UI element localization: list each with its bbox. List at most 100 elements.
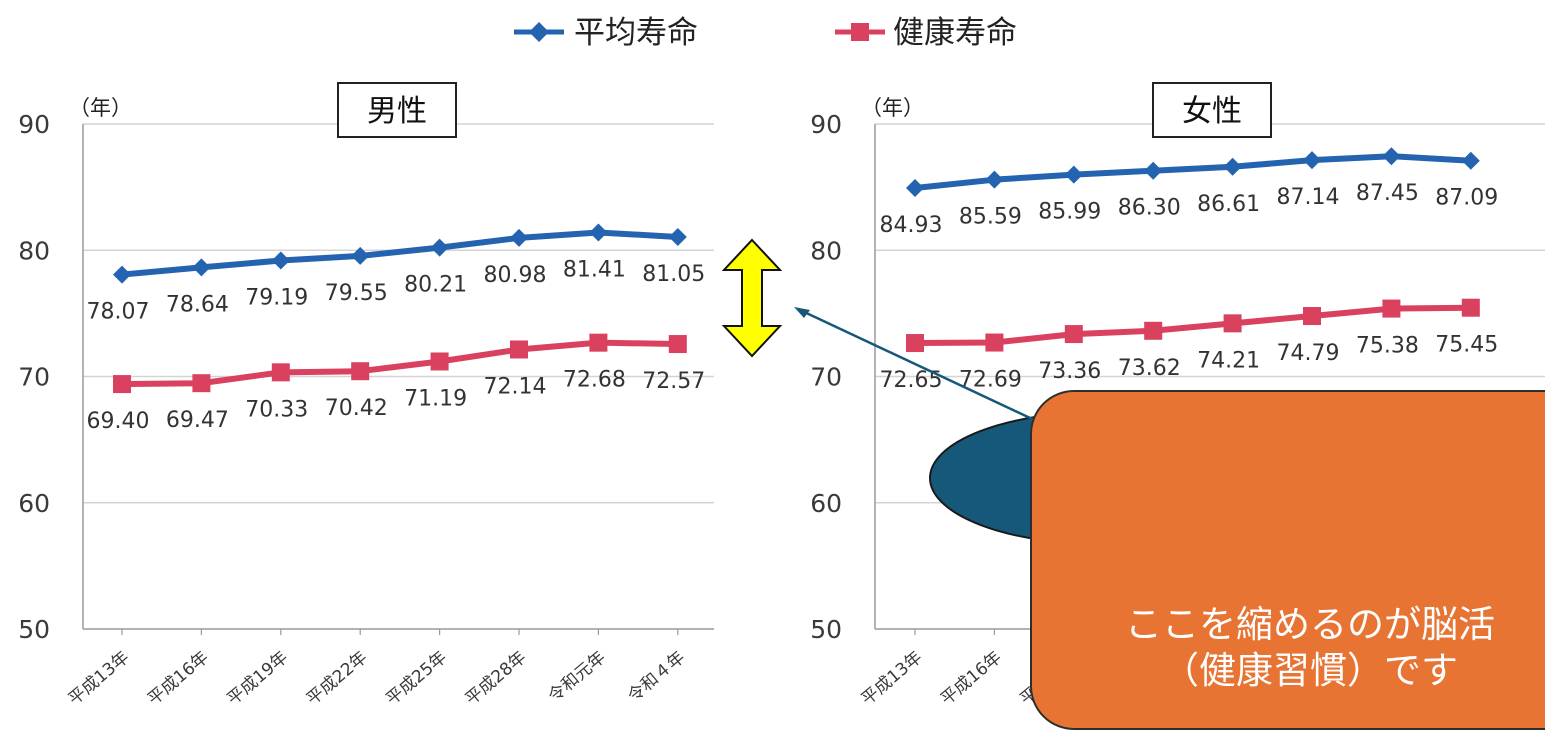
data-label: 87.09 bbox=[1435, 186, 1498, 211]
data-point-diamond bbox=[985, 170, 1004, 189]
x-tick-label: 平成19年 bbox=[224, 648, 293, 710]
y-tick-label: 90 bbox=[18, 110, 50, 139]
x-tick-label: 平成28年 bbox=[462, 648, 531, 710]
data-label: 75.38 bbox=[1356, 334, 1419, 359]
data-label: 85.59 bbox=[959, 205, 1022, 230]
data-label: 86.30 bbox=[1118, 196, 1181, 221]
data-label: 72.68 bbox=[563, 368, 626, 393]
y-tick-label: 80 bbox=[18, 236, 50, 265]
legend: 平均寿命 健康寿命 bbox=[514, 15, 1017, 51]
x-tick-label: 平成13年 bbox=[65, 648, 134, 710]
x-tick-label: 令和元年 bbox=[545, 648, 610, 707]
x-tick-label: 令和４年 bbox=[624, 648, 689, 707]
data-point-square bbox=[1382, 299, 1401, 318]
y-unit-label: （年） bbox=[861, 96, 924, 120]
data-label: 78.64 bbox=[166, 292, 229, 317]
data-label: 70.42 bbox=[325, 396, 388, 421]
data-point-diamond bbox=[1144, 161, 1163, 180]
data-label: 85.99 bbox=[1038, 200, 1101, 225]
data-point-square bbox=[668, 335, 687, 354]
data-label: 71.19 bbox=[404, 386, 467, 411]
data-label: 69.40 bbox=[87, 409, 150, 434]
data-label: 81.05 bbox=[642, 262, 705, 287]
y-tick-label: 50 bbox=[18, 615, 50, 644]
data-point-diamond bbox=[668, 227, 687, 246]
data-label: 74.79 bbox=[1277, 341, 1340, 366]
data-point-square bbox=[351, 362, 370, 381]
callout-text: ここを縮めるのが脳活 （健康習慣）です bbox=[1125, 603, 1495, 692]
data-label: 80.98 bbox=[484, 263, 547, 288]
legend-label: 平均寿命 bbox=[574, 15, 698, 51]
data-label: 80.21 bbox=[404, 273, 467, 298]
legend-label: 健康寿命 bbox=[893, 15, 1017, 51]
data-point-square bbox=[1064, 325, 1083, 344]
legend-marker-diamond bbox=[529, 22, 549, 42]
series-line bbox=[121, 229, 678, 278]
data-point-square bbox=[430, 352, 449, 371]
data-point-square bbox=[113, 375, 131, 394]
double-arrow bbox=[721, 238, 783, 358]
x-tick-label: 平成25年 bbox=[382, 648, 451, 710]
y-tick-label: 50 bbox=[810, 615, 842, 644]
data-label: 84.93 bbox=[880, 213, 943, 238]
data-point-diamond bbox=[113, 265, 131, 284]
panel-title-box bbox=[1152, 82, 1272, 138]
y-tick-label: 70 bbox=[810, 363, 842, 392]
data-label: 73.62 bbox=[1118, 356, 1181, 381]
y-unit-label: （年） bbox=[69, 96, 132, 120]
data-point-diamond bbox=[430, 238, 449, 257]
x-tick-label: 平成22年 bbox=[303, 648, 372, 710]
series-line bbox=[914, 304, 1471, 347]
data-point-square bbox=[906, 334, 924, 353]
data-point-diamond bbox=[1461, 151, 1480, 170]
panel-title: 女性 bbox=[1182, 94, 1242, 129]
data-point-square bbox=[1223, 314, 1242, 333]
data-point-square bbox=[192, 374, 211, 393]
data-label: 79.19 bbox=[245, 285, 308, 310]
callout-box bbox=[1030, 390, 1545, 730]
legend-item: 平均寿命 bbox=[514, 15, 698, 51]
data-label: 87.14 bbox=[1277, 185, 1340, 210]
data-point-diamond bbox=[1382, 147, 1401, 166]
data-point-square bbox=[1303, 307, 1321, 326]
data-point-diamond bbox=[351, 246, 370, 265]
data-point-diamond bbox=[1223, 157, 1242, 176]
x-tick-label: 平成13年 bbox=[858, 648, 927, 710]
data-label: 70.33 bbox=[245, 397, 308, 422]
y-tick-label: 70 bbox=[18, 363, 50, 392]
y-tick-label: 60 bbox=[810, 489, 842, 518]
data-label: 72.57 bbox=[642, 369, 705, 394]
pointer-arrow-head bbox=[794, 307, 810, 318]
legend-marker-square bbox=[851, 23, 869, 41]
x-tick-label: 平成16年 bbox=[937, 648, 1006, 710]
series-line bbox=[914, 153, 1471, 191]
data-point-diamond bbox=[1064, 165, 1083, 184]
data-point-square bbox=[1144, 321, 1163, 340]
y-tick-label: 90 bbox=[810, 110, 842, 139]
data-point-diamond bbox=[192, 258, 211, 277]
data-point-diamond bbox=[1303, 151, 1321, 170]
pointer-arrow-line bbox=[799, 308, 1061, 434]
data-point-square bbox=[985, 333, 1004, 352]
series-line bbox=[121, 339, 678, 388]
y-tick-label: 80 bbox=[810, 236, 842, 265]
data-label: 72.14 bbox=[484, 374, 547, 399]
data-label: 69.47 bbox=[166, 408, 229, 433]
data-point-diamond bbox=[271, 251, 290, 270]
data-point-diamond bbox=[906, 179, 924, 198]
data-point-square bbox=[271, 363, 290, 382]
data-label: 81.41 bbox=[563, 257, 626, 282]
y-tick-label: 60 bbox=[18, 489, 50, 518]
panel-title: 男性 bbox=[367, 94, 427, 129]
data-point-diamond bbox=[510, 228, 528, 247]
data-point-square bbox=[589, 333, 608, 352]
panel-title-box bbox=[337, 82, 457, 138]
data-label: 73.36 bbox=[1038, 359, 1101, 384]
data-label: 78.07 bbox=[87, 300, 150, 325]
data-label: 86.61 bbox=[1197, 192, 1260, 217]
data-label: 74.21 bbox=[1197, 348, 1260, 373]
data-point-square bbox=[1461, 298, 1480, 317]
data-point-diamond bbox=[589, 223, 608, 242]
data-label: 75.45 bbox=[1435, 333, 1498, 358]
